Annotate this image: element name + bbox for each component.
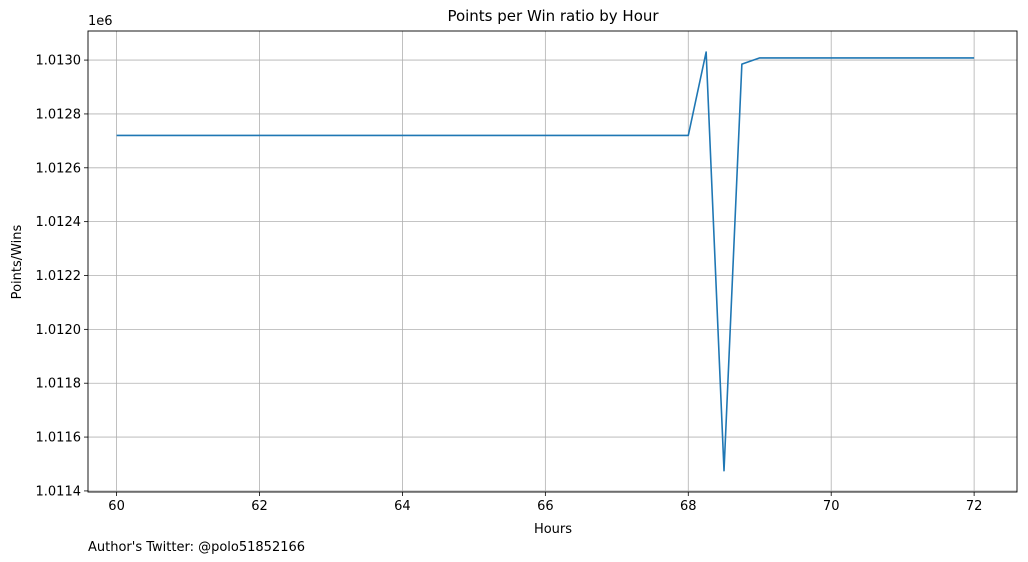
x-tick-label: 70 — [823, 499, 840, 514]
y-tick-label: 1.0126 — [36, 161, 82, 176]
grid — [88, 31, 1017, 492]
y-tick-label: 1.0118 — [36, 377, 82, 392]
y-tick-label: 1.0128 — [36, 107, 82, 122]
ticks: 60 62 64 66 68 70 72 1.0114 1.0116 1.0118 1.0120 1.… — [36, 54, 983, 514]
x-tick-label: 72 — [966, 499, 983, 514]
plot-frame — [87, 30, 1018, 493]
y-tick-label: 1.0124 — [36, 215, 82, 230]
y-tick-label: 1.0120 — [36, 323, 82, 338]
axes — [87, 30, 1018, 493]
y-axis-label: Points/Wins — [10, 224, 25, 299]
y-tick-label: 1.0122 — [36, 269, 82, 284]
y-tick-label: 1.0116 — [36, 431, 82, 446]
author-credit: Author's Twitter: @polo51852166 — [88, 540, 305, 555]
x-tick-label: 68 — [680, 499, 697, 514]
y-tick-label: 1.0114 — [36, 484, 82, 499]
series-layer — [116, 51, 975, 472]
x-axis-label: Hours — [534, 522, 572, 537]
y-tick-label: 1.0130 — [36, 54, 82, 69]
x-tick-label: 62 — [251, 499, 268, 514]
chart-title: Points per Win ratio by Hour — [447, 7, 659, 25]
y-axis-offset-label: 1e6 — [88, 14, 113, 29]
series-line — [116, 51, 975, 472]
x-tick-label: 64 — [394, 499, 411, 514]
x-tick-label: 60 — [108, 499, 125, 514]
x-tick-label: 66 — [537, 499, 554, 514]
